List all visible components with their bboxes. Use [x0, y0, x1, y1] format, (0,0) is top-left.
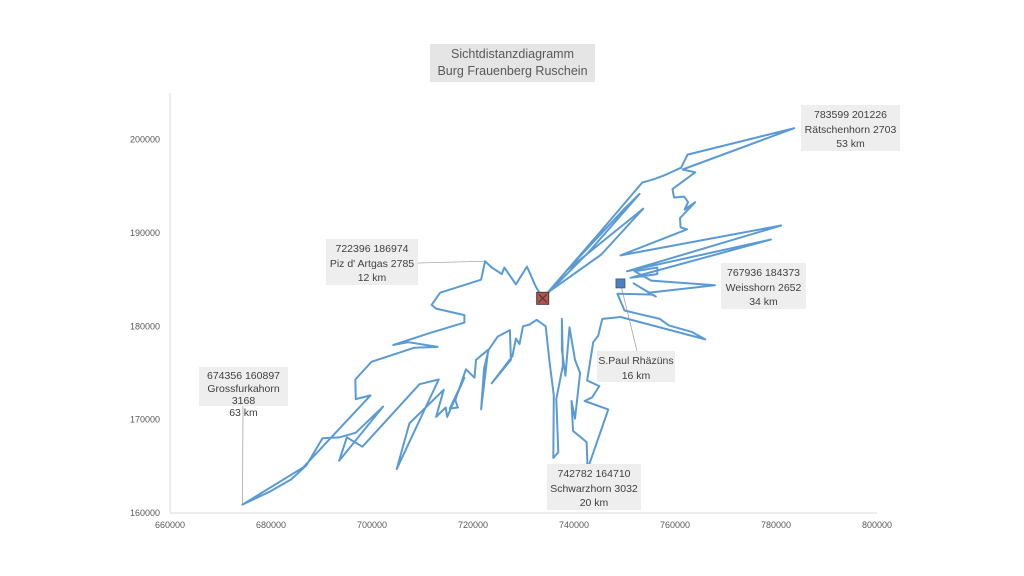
chart-subtitle: Burg Frauenberg Ruschein	[437, 64, 588, 78]
callout-piz-artgas-name: Piz d' Artgas 2785	[329, 257, 415, 270]
callout-grossfurkahorn: 674356 160897 Grossfurkahorn 3168 63 km	[199, 367, 288, 419]
callout-piz-artgas-coords: 722396 186974	[335, 243, 409, 255]
callout-piz-artgas: 722396 186974 Piz d' Artgas 2785 12 km	[326, 239, 418, 285]
x-tick-label: 660000	[155, 520, 185, 530]
callout-weisshorn-coords: 767936 184373	[727, 267, 800, 279]
callout-sankt-paul-name: S.Paul Rhäzüns	[598, 355, 674, 367]
chart-axes	[169, 93, 877, 514]
callout-sankt-paul: S.Paul Rhäzüns 16 km	[597, 351, 675, 382]
x-tick-label: 720000	[458, 520, 488, 530]
callout-weisshorn: 767936 184373 Weisshorn 2652 34 km	[721, 263, 806, 309]
x-tick-label: 760000	[660, 520, 690, 530]
y-tick-label: 190000	[130, 228, 160, 238]
chart-title: Sichtdistanzdiagramm	[451, 47, 574, 61]
y-tick-label: 180000	[130, 321, 160, 331]
observer-cross-icon	[538, 293, 548, 303]
callout-grossfurkahorn-coords: 674356 160897	[207, 370, 280, 382]
x-tick-label: 680000	[256, 520, 286, 530]
tick-labels: 660000 680000 700000 720000 740000 760000 7800…	[130, 135, 892, 530]
x-tick-label: 800000	[862, 520, 892, 530]
landmark-marker	[615, 278, 626, 289]
y-tick-label: 170000	[130, 415, 160, 425]
callout-grossfurkahorn-distance: 63 km	[229, 407, 258, 419]
x-tick-label: 740000	[559, 520, 589, 530]
leader-grossfurkahorn	[242, 405, 244, 505]
chart-title-box: Sichtdistanzdiagramm Burg Frauenberg Rus…	[430, 44, 595, 82]
callout-sankt-paul-distance: 16 km	[621, 369, 651, 382]
plot-area	[241, 127, 796, 506]
callout-schwarzhorn-distance: 20 km	[579, 497, 609, 509]
y-tick-label: 160000	[130, 508, 160, 518]
visibility-line-series	[241, 127, 796, 506]
callout-schwarzhorn-name: Schwarzhorn 3032	[550, 482, 638, 495]
callout-raetschenhorn: 783599 201226 Rätschenhorn 2703 53 km	[801, 105, 900, 151]
callout-raetschenhorn-distance: 53 km	[836, 138, 865, 150]
callout-weisshorn-distance: 34 km	[749, 296, 778, 308]
x-tick-label: 700000	[357, 520, 387, 530]
callout-weisshorn-name: Weisshorn 2652	[725, 281, 802, 294]
callout-raetschenhorn-coords: 783599 201226	[814, 109, 887, 121]
callout-grossfurkahorn-name: Grossfurkahorn 3168	[207, 383, 280, 407]
x-tick-label: 780000	[761, 520, 791, 530]
y-tick-label: 200000	[130, 135, 160, 145]
callout-piz-artgas-distance: 12 km	[357, 272, 387, 284]
callout-raetschenhorn-name: Rätschenhorn 2703	[804, 123, 897, 136]
callout-schwarzhorn-coords: 742782 164710	[557, 468, 631, 480]
leader-piz-artgas	[417, 260, 486, 264]
callout-schwarzhorn: 742782 164710 Schwarzhorn 3032 20 km	[547, 464, 641, 510]
